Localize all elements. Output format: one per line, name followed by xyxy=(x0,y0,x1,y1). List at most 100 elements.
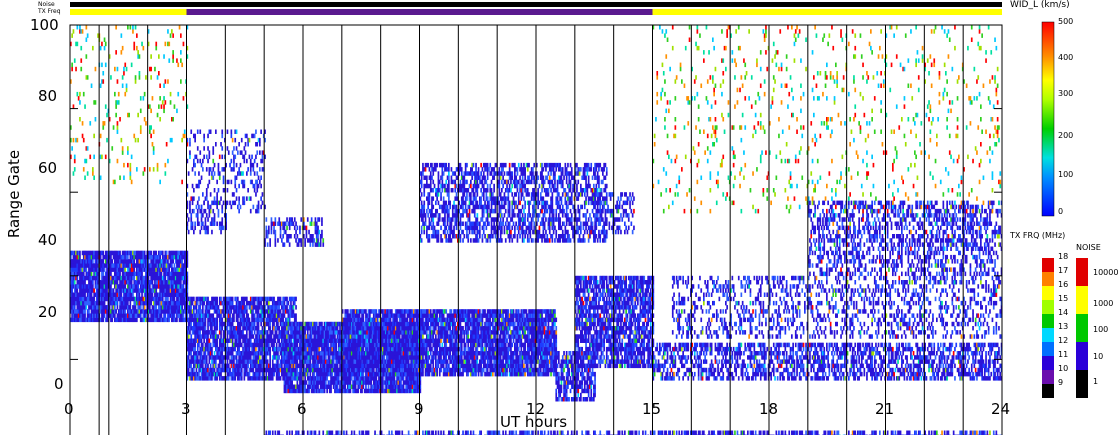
echo-cell xyxy=(90,300,93,306)
echo-cell xyxy=(116,288,119,293)
echo-cell xyxy=(141,292,143,297)
echo-cell xyxy=(205,305,208,310)
echo-cell xyxy=(103,313,106,318)
echo-cell xyxy=(94,250,97,256)
echo-cell xyxy=(178,284,181,289)
echo-cell xyxy=(128,275,130,281)
echo-cell xyxy=(84,292,86,297)
echo-cell xyxy=(152,284,155,289)
echo-cell xyxy=(137,313,139,318)
echo-cell xyxy=(208,351,211,356)
echo-cell xyxy=(278,355,281,360)
echo-cell xyxy=(132,313,134,318)
echo-cell xyxy=(70,271,72,277)
echo-cell xyxy=(199,300,202,306)
echo-cell xyxy=(149,250,151,256)
echo-cell xyxy=(156,313,159,318)
echo-cell xyxy=(183,309,186,314)
echo-cell xyxy=(97,309,99,314)
echo-cell xyxy=(360,367,362,373)
echo-cell xyxy=(218,330,221,335)
echo-cell xyxy=(234,338,237,343)
echo-cell xyxy=(193,305,195,310)
echo-cell xyxy=(168,292,171,297)
echo-cell xyxy=(244,309,247,314)
echo-cell xyxy=(76,292,79,297)
echo-cell xyxy=(147,267,150,272)
echo-cell xyxy=(281,238,283,243)
echo-cell xyxy=(242,300,244,306)
echo-cell xyxy=(150,309,152,314)
echo-cell xyxy=(233,309,235,314)
echo-cell xyxy=(134,254,137,260)
echo-cell xyxy=(205,367,208,373)
echo-cell xyxy=(88,292,90,297)
echo-cell xyxy=(198,309,200,314)
echo-cell xyxy=(172,254,174,260)
echo-cell xyxy=(165,250,168,256)
echo-cell xyxy=(177,305,180,310)
echo-cell xyxy=(120,309,123,314)
echo-cell xyxy=(77,317,80,323)
echo-cell xyxy=(161,305,164,310)
echo-cell xyxy=(199,309,202,314)
echo-cell xyxy=(119,275,121,281)
echo-cell xyxy=(161,267,164,272)
echo-cell xyxy=(227,309,230,314)
echo-cell xyxy=(256,367,259,373)
echo-cell xyxy=(80,292,83,297)
echo-cell xyxy=(160,267,163,272)
echo-cell xyxy=(172,313,174,318)
echo-cell xyxy=(243,355,246,360)
echo-cell xyxy=(256,363,259,369)
echo-cell xyxy=(88,313,90,318)
echo-cell xyxy=(357,388,360,394)
echo-cell xyxy=(186,334,189,339)
echo-cell xyxy=(246,342,248,348)
echo-cell xyxy=(239,371,242,377)
echo-cell xyxy=(229,296,231,302)
echo-cell xyxy=(240,359,243,364)
echo-cell xyxy=(156,300,159,306)
echo-cell xyxy=(287,238,290,243)
echo-cell xyxy=(72,250,75,256)
echo-cell xyxy=(154,271,156,277)
echo-cell xyxy=(133,305,136,310)
echo-cell xyxy=(117,284,120,289)
echo-cell xyxy=(86,309,89,314)
echo-cell xyxy=(92,288,94,293)
echo-cell xyxy=(82,263,85,268)
echo-cell xyxy=(164,250,167,256)
echo-cell xyxy=(207,334,209,339)
echo-cell xyxy=(209,326,212,331)
echo-cell xyxy=(156,292,159,297)
echo-cell xyxy=(212,338,215,343)
echo-cell xyxy=(306,371,309,377)
echo-cell xyxy=(142,280,145,285)
echo-cell xyxy=(203,334,205,339)
echo-cell xyxy=(220,342,222,348)
echo-cell xyxy=(306,217,309,222)
echo-cell xyxy=(312,234,314,239)
echo-cell xyxy=(136,275,138,281)
echo-cell xyxy=(97,296,99,302)
echo-cell xyxy=(187,367,190,373)
echo-cell xyxy=(161,284,164,289)
echo-cell xyxy=(155,313,158,318)
echo-cell xyxy=(139,250,142,256)
echo-cell xyxy=(134,300,137,306)
echo-cell xyxy=(127,271,129,277)
echo-cell xyxy=(209,313,212,318)
echo-cell xyxy=(235,371,238,377)
echo-cell xyxy=(196,300,199,306)
echo-cell xyxy=(139,275,142,281)
echo-cell xyxy=(92,250,94,256)
echo-cell xyxy=(240,313,243,318)
echo-cell xyxy=(193,351,195,356)
echo-cell xyxy=(216,326,218,331)
echo-cell xyxy=(137,280,139,285)
echo-cell xyxy=(256,351,259,356)
echo-cell xyxy=(244,346,247,352)
echo-cell xyxy=(251,376,253,381)
echo-cell xyxy=(72,259,75,264)
